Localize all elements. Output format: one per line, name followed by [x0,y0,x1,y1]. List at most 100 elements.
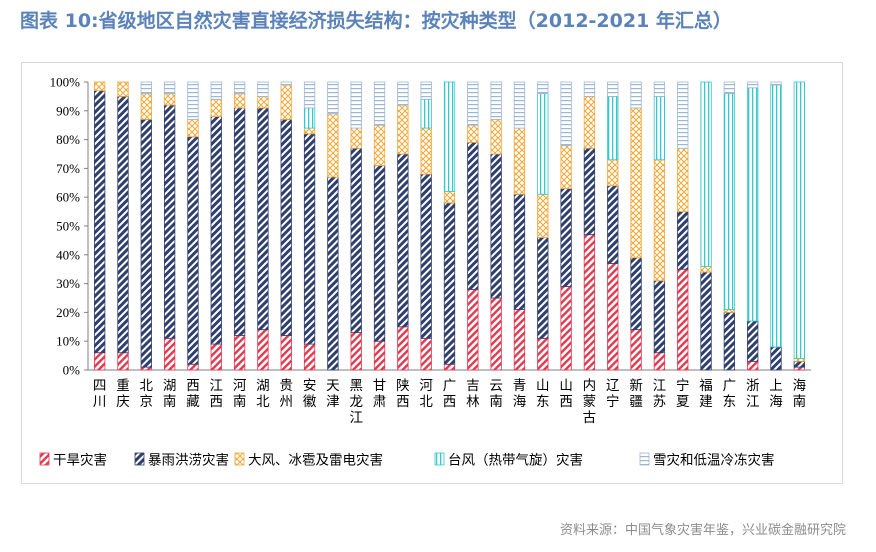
bar-segment-drought [94,352,106,371]
bar-segment-wind [700,265,712,273]
source-note: 资料来源：中国气象灾害年鉴，兴业碳金融研究院 [559,523,846,538]
bar-segment-snow [373,81,386,126]
x-tick-label: 北京 [140,378,154,410]
bar-segment-wind [630,107,642,259]
bar-segment-drought [467,288,479,371]
legend-swatch-drought [39,452,50,466]
bar-segment-flood [630,257,642,331]
x-tick-label: 西藏 [186,378,200,410]
bar-segment-snow [327,81,339,115]
bar-segment-wind [210,98,222,117]
y-tick-label: 90% [56,103,80,118]
bar-segment-flood [280,119,292,336]
bar-segment-wind [117,81,129,97]
bar-segment-drought [280,335,292,371]
legend-label-drought: 干旱灾害 [53,452,107,469]
x-tick-label: 黑龙江 [349,378,363,426]
x-tick-label: 辽宁 [606,378,620,410]
x-tick-label: 上海 [769,378,783,410]
y-tick-label: 10% [56,334,80,349]
bar-segment-typhoon [770,84,782,348]
bar-segment-snow [677,81,689,149]
bar-segment-drought [490,297,502,371]
bar-segment-flood [373,165,386,342]
bar-segment-wind [513,127,526,195]
bar-segment-drought [513,309,526,371]
bar-segment-wind [94,81,106,92]
bar-segment-drought [560,286,572,371]
bar-segment-snow [467,81,479,126]
bar-segment-wind [677,147,689,213]
bar-segment-wind [723,309,736,313]
bar-segment-wind [397,104,409,155]
bar-segment-snow [350,81,362,129]
bar-segment-wind [607,159,619,187]
bar-segment-drought [350,332,362,371]
x-tick-label: 天津 [326,378,340,410]
x-tick-label: 河南 [233,378,247,410]
y-tick-label: 30% [56,276,80,291]
bar-segment-snow [770,81,782,86]
bar-segment-snow [420,81,432,100]
bar-segment-snow [303,81,316,109]
bar-segment-wind [537,193,549,238]
bar-segment-flood [607,185,619,264]
x-tick-label: 内蒙古 [583,378,597,426]
bar-segment-typhoon [747,87,759,322]
bar-segment-wind [420,127,432,175]
legend-swatch-typhoon [434,452,445,466]
bar-segment-drought [117,352,129,371]
x-tick-label: 广东 [723,378,737,410]
bar-segment-flood [420,173,432,339]
bar-segment-snow [397,81,409,106]
bar-segment-drought [163,337,176,371]
x-tick-label: 贵州 [279,378,293,410]
bar-segment-flood [677,211,689,270]
bar-segment-drought [233,335,246,371]
y-tick-label: 40% [56,247,80,262]
bar-segment-flood [653,280,666,354]
x-tick-label: 湖南 [163,378,177,410]
bar-segment-wind [303,127,316,135]
bar-segment-flood [233,107,246,336]
bar-segment-typhoon [653,96,666,161]
bar-segment-typhoon [723,93,736,310]
bar-segment-snow [187,81,199,120]
bar-segment-wind [140,93,152,120]
bar-segment-flood [723,311,736,371]
bar-segment-wind [163,93,176,106]
x-tick-label: 新疆 [629,378,643,410]
bar-segment-flood [397,153,409,328]
bar-segment-snow [653,81,666,97]
bar-segment-drought [303,343,316,371]
bar-segment-wind [187,119,199,138]
bar-segment-flood [117,96,129,354]
legend-label-typhoon: 台风（热带气旋）灾害 [448,452,583,469]
x-tick-label: 山东 [536,378,550,410]
bar-segment-drought [607,263,619,371]
bar-segment-flood [793,360,805,368]
x-tick-label: 安徽 [303,378,317,410]
bar-segment-drought [583,234,596,371]
bar-segment-flood [163,104,176,339]
bar-segment-drought [630,329,642,371]
chart-frame [21,62,843,484]
x-tick-label: 四川 [93,378,107,410]
y-tick-label: 0% [63,363,81,378]
bar-segment-drought [537,337,549,371]
bar-segment-typhoon [303,107,316,129]
y-tick-label: 60% [56,190,80,205]
y-tick-label: 70% [56,161,80,176]
bar-segment-wind [257,96,269,109]
y-tick-label: 80% [56,132,80,147]
bar-segment-typhoon [443,81,456,192]
x-tick-label: 湖北 [256,378,270,410]
bar-segment-flood [327,176,339,371]
bar-segment-snow [280,81,292,86]
bar-segment-typhoon [420,98,432,129]
bar-segment-flood [583,147,596,236]
bar-segment-drought [373,340,386,371]
legend: 干旱灾害 暴雨洪涝灾害 大风、冰雹及雷电灾害 台风（热带气旋）灾害 雪灾和低温冷冻灾害 [39,452,775,469]
x-tick-label: 浙江 [746,378,760,410]
bar-segment-wind [467,124,479,143]
